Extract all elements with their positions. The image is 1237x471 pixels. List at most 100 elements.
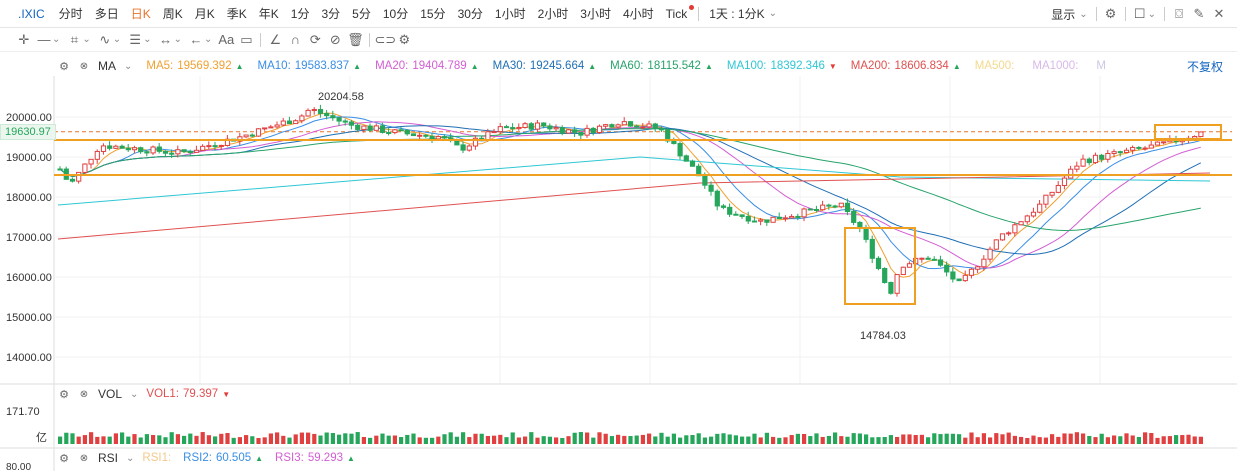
tab-period[interactable]: 3分: [321, 7, 341, 21]
candle-body: [1061, 177, 1068, 186]
line-icon[interactable]: —: [37, 32, 51, 47]
ma-item[interactable]: MA10: 19583.837 ▲: [258, 60, 362, 72]
vol-label[interactable]: VOL: [98, 387, 123, 401]
ma-label[interactable]: MA: [98, 59, 116, 73]
chevron-down-icon[interactable]: ⌄: [1079, 8, 1088, 20]
chevron-down-icon[interactable]: ⌄: [1147, 8, 1156, 20]
chevron-down-icon[interactable]: ⌄: [173, 34, 182, 45]
tab-period[interactable]: 月K: [194, 7, 215, 21]
candle-body: [336, 117, 342, 122]
volume-bar: [237, 437, 242, 444]
candle-body: [1179, 139, 1185, 143]
chevron-down-icon[interactable]: ⌄: [124, 60, 133, 72]
arrow-icon[interactable]: ←: [189, 32, 203, 47]
volume-bar: [591, 437, 596, 444]
candle-body: [88, 158, 94, 165]
candle-body: [348, 121, 355, 126]
tab-period[interactable]: 周K: [162, 7, 183, 21]
interval-select[interactable]: 1天 : 1分K: [709, 7, 765, 21]
tab-period[interactable]: 30分: [457, 7, 483, 21]
volume-bar: [963, 437, 968, 444]
tab-period[interactable]: 季K: [226, 7, 247, 21]
gear-icon[interactable]: ⚙: [59, 452, 69, 465]
candle-body: [1068, 168, 1074, 179]
close-icon[interactable]: ✕: [1213, 6, 1225, 21]
tab-period[interactable]: 2小时: [537, 7, 569, 21]
ma-item[interactable]: MA5: 19569.392 ▲: [146, 60, 243, 72]
period-toolbar: .IXIC 分时 多日 日K 周K 月K 季K 年K 1分 3分 5分 10分 15分 30分 1小时 2小…: [0, 0, 1237, 28]
link-icon[interactable]: ⊂⊃: [374, 31, 397, 47]
candle-body: [63, 168, 69, 180]
tab-period[interactable]: Tick: [665, 6, 688, 21]
fib-icon[interactable]: ☰: [129, 31, 141, 47]
volume-bar: [597, 432, 602, 444]
ma-item[interactable]: MA20: 19404.789 ▲: [375, 60, 479, 72]
close-icon[interactable]: ⊗: [79, 452, 89, 464]
live-dot-icon: [689, 5, 695, 10]
candle-body: [758, 219, 764, 222]
candle-body: [460, 144, 466, 151]
ma-item[interactable]: MA100: 18392.346 ▼: [727, 60, 837, 72]
adjust-select[interactable]: 不复权: [1186, 59, 1223, 74]
chevron-down-icon[interactable]: ⌄: [112, 34, 122, 45]
gear-icon[interactable]: ⚙: [59, 388, 69, 401]
close-icon[interactable]: ⊗: [79, 388, 89, 400]
tab-period[interactable]: 年K: [258, 7, 279, 21]
ruler-icon[interactable]: ∠: [269, 31, 282, 47]
wave-icon[interactable]: ∿: [99, 31, 111, 47]
tab-period[interactable]: 10分: [382, 7, 409, 21]
chevron-down-icon[interactable]: ⌄: [82, 34, 91, 45]
volume-bar: [733, 435, 738, 444]
ma-line: [59, 128, 1201, 232]
gear-icon[interactable]: ⚙: [1104, 6, 1117, 21]
crosshair-icon[interactable]: ✛: [18, 31, 30, 47]
candle-body: [727, 206, 733, 215]
ma-item[interactable]: MA200: 18606.834 ▲: [851, 60, 961, 72]
ma-item[interactable]: MA60: 18115.542 ▲: [610, 60, 713, 72]
tab-period[interactable]: 1小时: [494, 7, 526, 21]
tab-period[interactable]: 多日: [94, 7, 119, 21]
display-menu[interactable]: 显示: [1051, 7, 1076, 22]
tab-period[interactable]: 5分: [352, 7, 371, 21]
square-icon[interactable]: ☐: [1133, 6, 1146, 21]
rsi-label[interactable]: RSI: [98, 451, 119, 465]
chevron-down-icon[interactable]: ⌄: [768, 8, 777, 19]
ma-item[interactable]: M: [1096, 60, 1110, 72]
tab-period[interactable]: 1分: [290, 7, 310, 21]
rect-icon[interactable]: ⌗: [70, 31, 79, 47]
camera-icon[interactable]: ⌼: [1175, 6, 1183, 21]
ma-item[interactable]: MA500:: [975, 60, 1019, 72]
eye-off-icon[interactable]: ⊘: [329, 31, 341, 47]
ma-item[interactable]: MA30: 19245.664 ▲: [493, 60, 597, 72]
tab-period[interactable]: 3小时: [580, 7, 611, 21]
gear-icon[interactable]: ⚙: [59, 60, 69, 73]
text-icon[interactable]: Aa: [218, 32, 235, 47]
symbol-label[interactable]: .IXIC: [18, 6, 45, 21]
chevron-down-icon[interactable]: ⌄: [52, 34, 61, 45]
chevron-down-icon[interactable]: ⌄: [143, 34, 152, 45]
chevron-down-icon[interactable]: ⌄: [126, 452, 135, 464]
chevron-down-icon[interactable]: ⌄: [203, 34, 213, 45]
settings-icon[interactable]: ⚙: [398, 31, 411, 47]
tab-period[interactable]: 15分: [420, 7, 446, 21]
candle-body: [231, 138, 237, 142]
trash-icon[interactable]: 🗑: [347, 31, 364, 47]
lock-icon[interactable]: ⟳: [309, 31, 321, 47]
candle-body: [931, 258, 937, 261]
volume-bar: [684, 435, 689, 444]
tab-period[interactable]: 分时: [58, 7, 83, 21]
close-icon[interactable]: ⊗: [79, 60, 89, 72]
measure-icon[interactable]: ↔: [159, 32, 173, 47]
ma-line: [59, 112, 1201, 278]
ma-name: MA20:: [375, 60, 409, 72]
volume-bar: [306, 432, 311, 444]
chevron-down-icon[interactable]: ⌄: [130, 388, 139, 400]
tab-period[interactable]: 日K: [130, 7, 151, 21]
comment-icon[interactable]: ▭: [240, 31, 253, 47]
ma-item[interactable]: MA1000:: [1032, 60, 1082, 72]
volume-bar: [405, 434, 410, 444]
tab-period[interactable]: 4小时: [622, 7, 654, 21]
pencil-icon[interactable]: ✎: [1193, 6, 1205, 21]
candle-body: [454, 140, 460, 146]
magnet-icon[interactable]: ∩: [290, 32, 301, 47]
